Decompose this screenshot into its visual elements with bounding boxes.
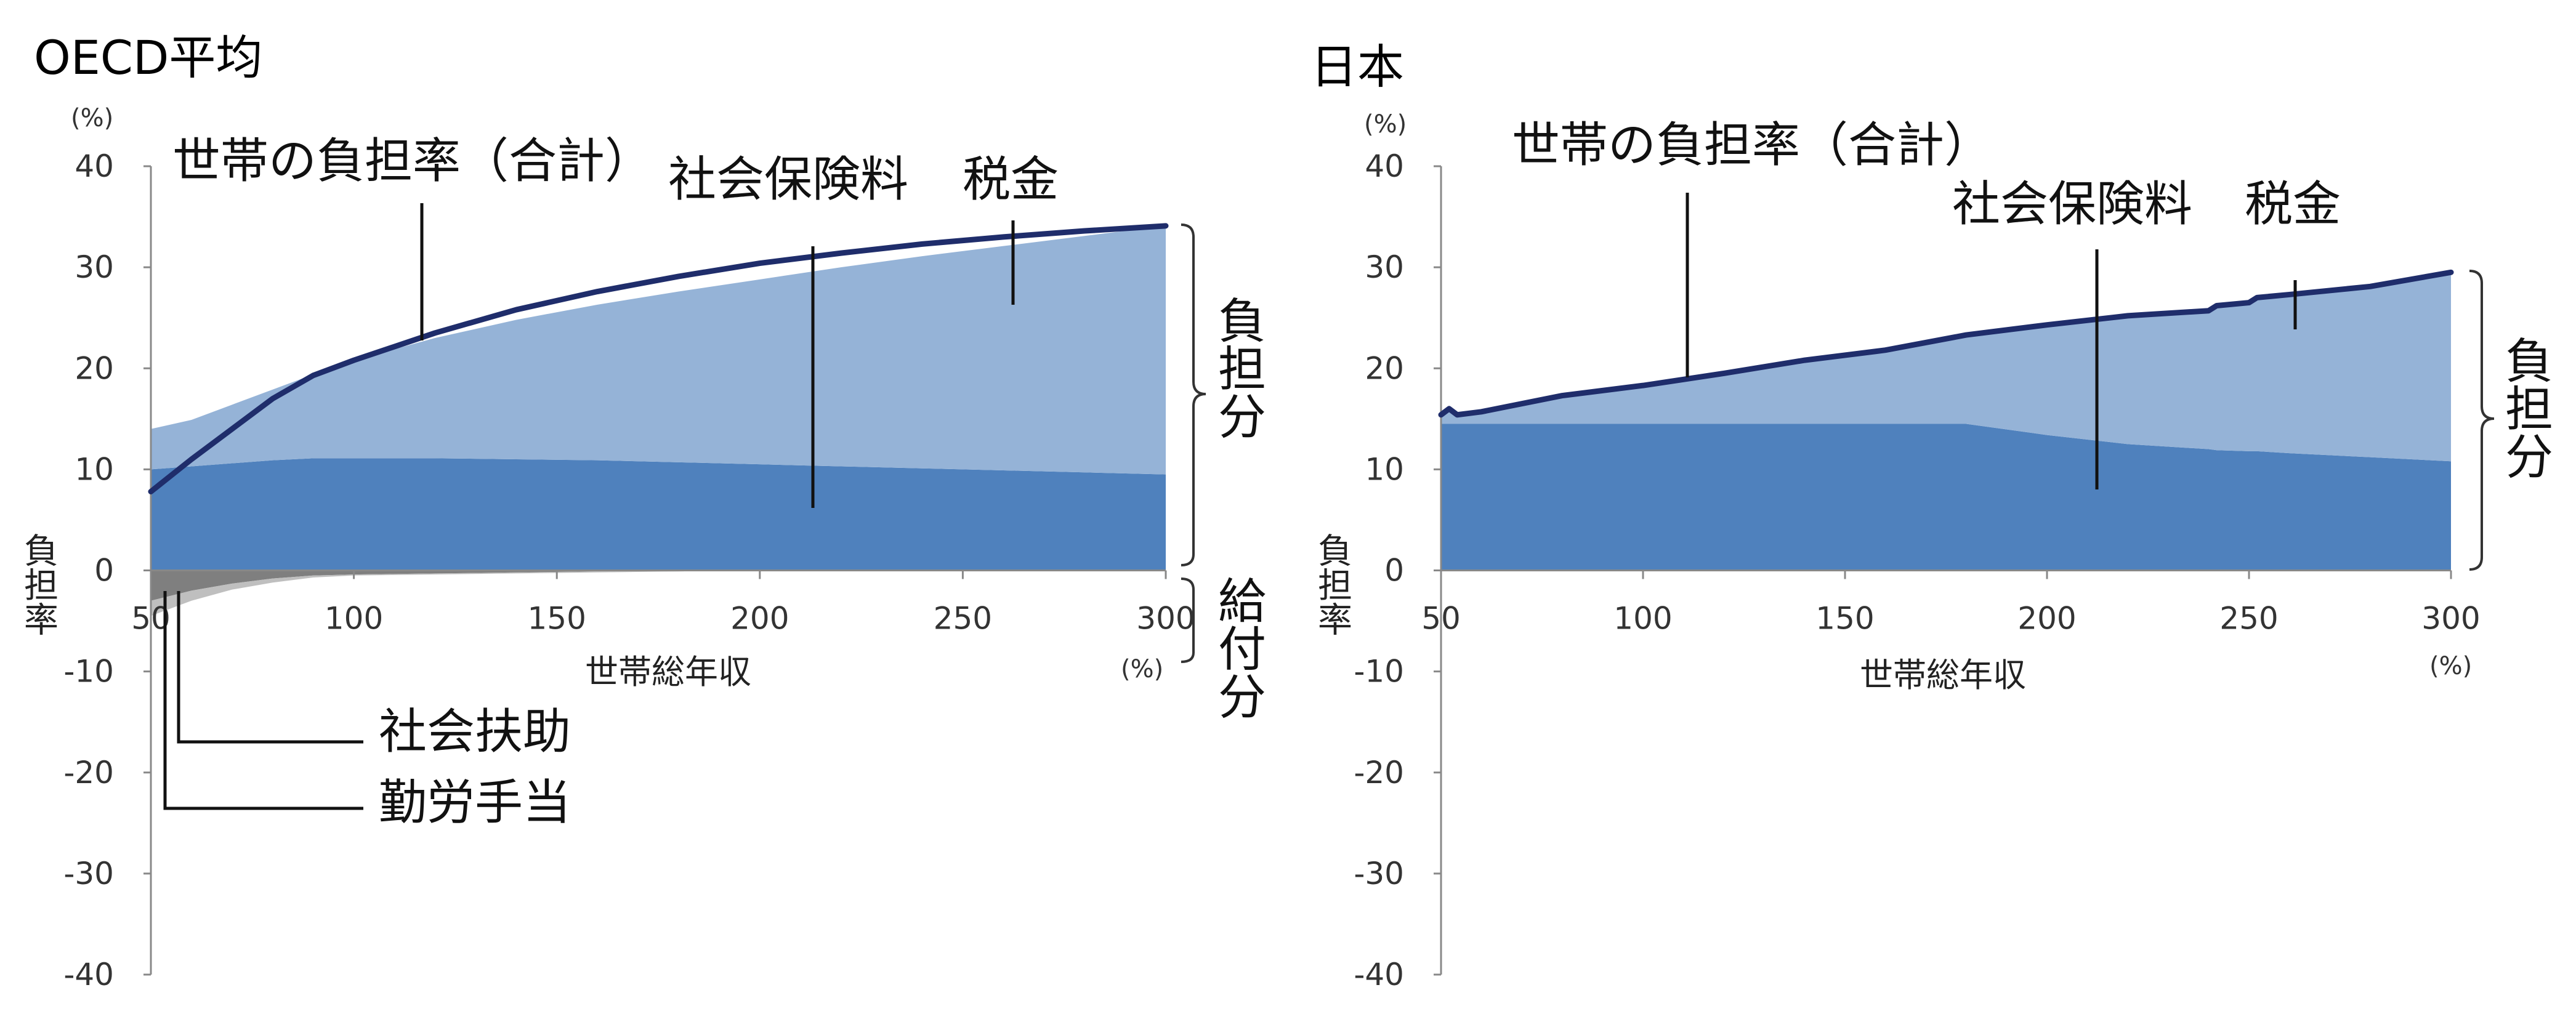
area-series-3 [151, 570, 1166, 616]
x-tick-label: 300 [1136, 601, 1195, 637]
y-tick-label: 20 [75, 350, 114, 386]
y-tick-label: -10 [1354, 654, 1404, 690]
y-tick-label: -20 [63, 755, 114, 791]
plot-areas [148, 166, 1169, 975]
y-tick-label: -40 [1354, 957, 1404, 992]
x-tick-label: 100 [325, 601, 383, 637]
y-tick-label: 0 [94, 553, 114, 589]
panel-title: OECD平均 [34, 30, 262, 85]
bracket-burden-label: 負担分 [2497, 336, 2553, 480]
annotation-social-insurance: 社会保険料 [668, 152, 908, 207]
x-axis-label: 世帯総年収 [585, 653, 751, 691]
y-axis-label: 負担率 [1312, 533, 1352, 636]
annotation-social-assistance: 社会扶助 [379, 704, 571, 760]
x-tick-label: 150 [527, 601, 586, 637]
brace-burden [1181, 223, 1206, 566]
x-unit-label: (%) [1121, 655, 1163, 683]
x-tick-label: 300 [2421, 601, 2480, 637]
area-series-1 [1441, 272, 2451, 462]
y-tick-label: 30 [75, 249, 114, 285]
leader-work-allowance [163, 591, 363, 810]
x-tick-label: 200 [2017, 601, 2076, 637]
total-burden-line [148, 223, 1169, 494]
x-tick-label: 250 [2219, 601, 2278, 637]
total-burden-line [1438, 269, 2454, 418]
x-tick-label: 50 [1421, 601, 1461, 637]
y-tick-label: -10 [63, 654, 114, 690]
area-series-0 [1441, 424, 2451, 571]
bracket-benefit-label: 給付分 [1210, 576, 1266, 720]
y-tick-label: -30 [1354, 856, 1404, 891]
bracket-burden-label: 負担分 [1210, 296, 1266, 440]
plot-areas [1438, 166, 2454, 975]
annotation-tax: 税金 [963, 152, 1059, 207]
area-series-0 [151, 458, 1166, 571]
area-series-1 [151, 225, 1166, 475]
annotation-social-insurance: 社会保険料 [1952, 177, 2192, 232]
annotation-tax: 税金 [2245, 177, 2341, 232]
brace-burden [2469, 270, 2495, 571]
x-tick-label: 150 [1815, 601, 1874, 637]
y-tick-label: 40 [1365, 148, 1404, 184]
brace-benefit [1181, 577, 1195, 663]
y-tick-label: 10 [1365, 451, 1404, 487]
x-unit-label: (%) [2429, 652, 2472, 680]
leader-social-assistance [177, 591, 363, 744]
y-tick-label: -30 [63, 856, 114, 891]
y-tick-label: 0 [1384, 553, 1404, 589]
y-unit-label: (%) [1364, 110, 1407, 139]
annotation-work-allowance: 勤労手当 [379, 775, 571, 831]
x-tick-label: 200 [730, 601, 789, 637]
y-axis-label: 負担率 [18, 533, 59, 636]
panel-title: 日本 [1310, 39, 1404, 94]
x-tick-label: 100 [1613, 601, 1672, 637]
y-tick-label: -20 [1354, 755, 1404, 791]
x-axis-label: 世帯総年収 [1860, 656, 2026, 694]
annotation-total: 世帯の負担率（合計） [1512, 118, 1992, 173]
y-tick-label: 20 [1365, 350, 1404, 386]
y-tick-label: -40 [63, 957, 114, 992]
y-tick-label: 30 [1365, 249, 1404, 285]
annotation-total: 世帯の負担率（合計） [172, 134, 653, 189]
area-series-2 [151, 570, 1166, 601]
y-unit-label: (%) [71, 104, 113, 132]
x-tick-label: 250 [934, 601, 992, 637]
y-tick-label: 40 [75, 148, 114, 184]
y-tick-label: 10 [75, 451, 114, 487]
